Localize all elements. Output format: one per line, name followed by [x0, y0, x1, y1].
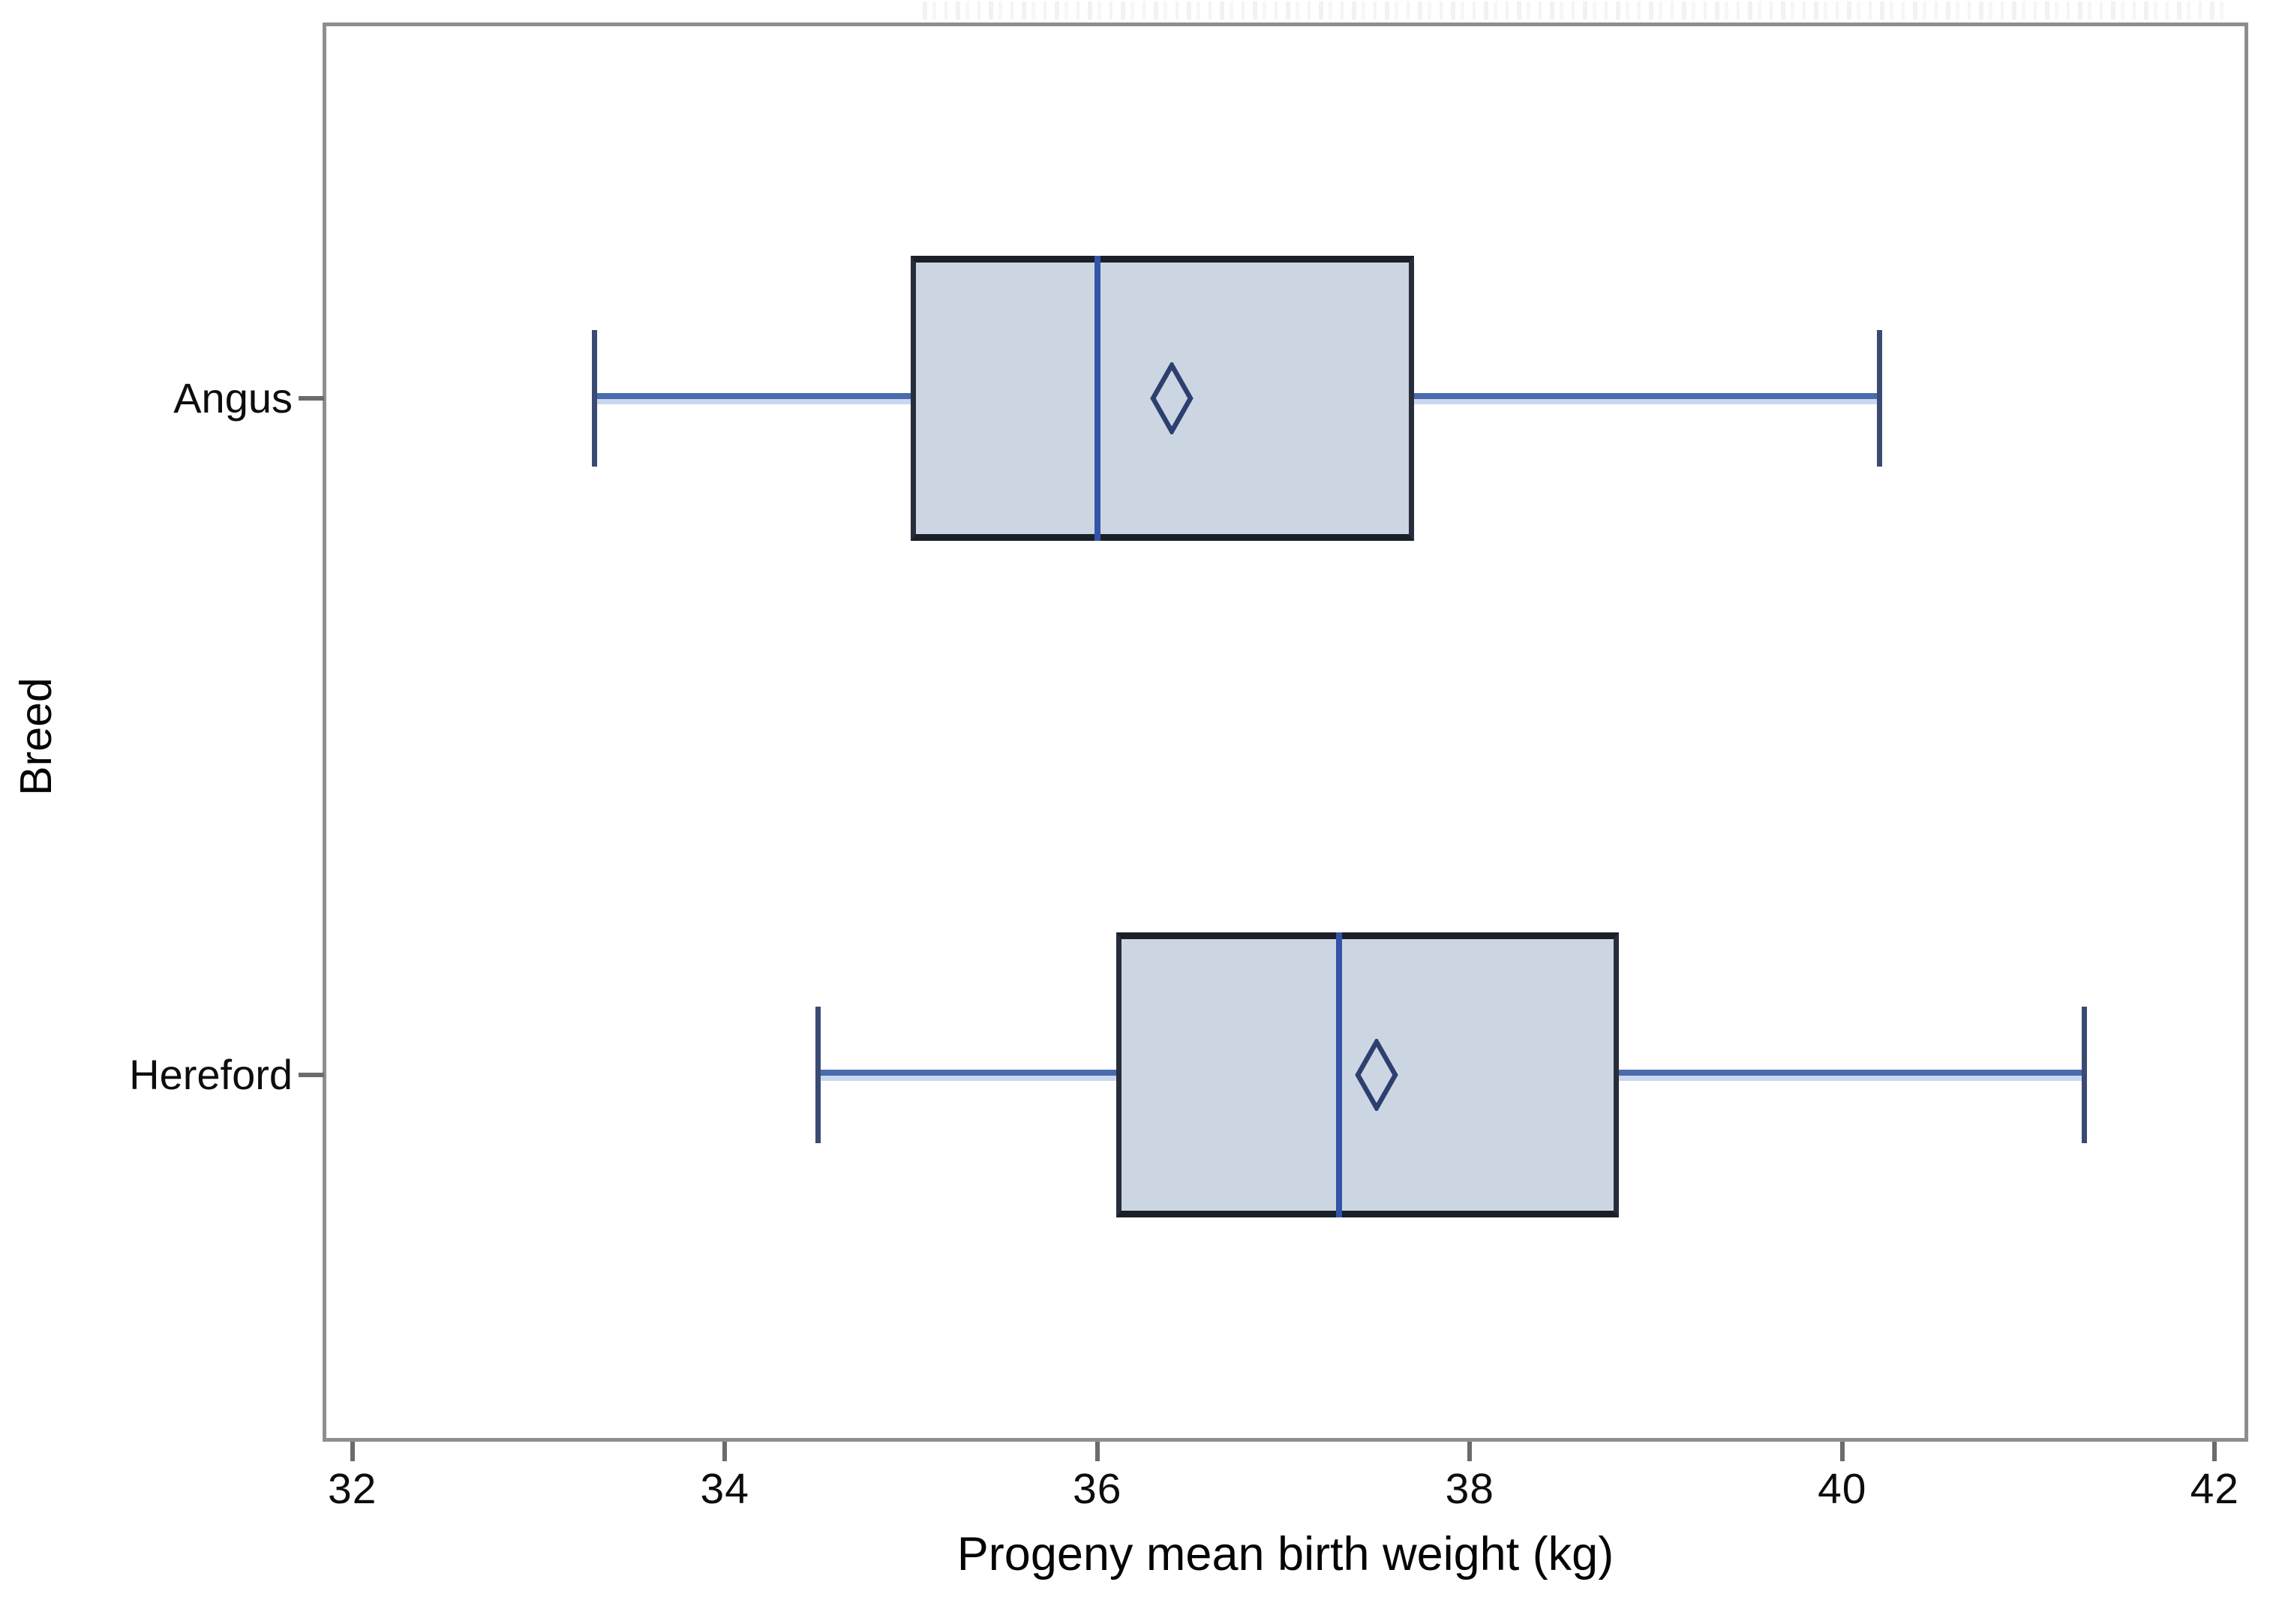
- x-tick-34: [722, 1442, 728, 1461]
- x-tick-label-34: 34: [700, 1465, 749, 1513]
- mean-diamond-icon-hereford: [1355, 1038, 1398, 1111]
- x-tick-label-42: 42: [2190, 1465, 2240, 1513]
- x-tick-label-36: 36: [1073, 1465, 1122, 1513]
- category-label-angus: Angus: [173, 374, 293, 422]
- whisker-cap-high-angus: [1876, 330, 1882, 467]
- x-tick-label-40: 40: [1818, 1465, 1867, 1513]
- x-tick-label-38: 38: [1445, 1465, 1494, 1513]
- x-tick-label-32: 32: [328, 1465, 377, 1513]
- iqr-box-angus: [911, 256, 1414, 541]
- x-tick-42: [2212, 1442, 2217, 1461]
- median-line-angus: [1094, 256, 1100, 541]
- category-label-hereford: Hereford: [129, 1050, 293, 1098]
- x-tick-38: [1467, 1442, 1473, 1461]
- x-tick-40: [1839, 1442, 1845, 1461]
- category-tick-hereford: [299, 1072, 324, 1077]
- y-axis-label: Breed: [11, 677, 61, 796]
- iqr-box-hereford: [1115, 932, 1619, 1217]
- x-axis-label: Progeny mean birth weight (kg): [956, 1528, 1614, 1580]
- median-line-hereford: [1336, 932, 1343, 1217]
- x-tick-36: [1094, 1442, 1100, 1461]
- cropped-title-artifact: [923, 2, 2228, 20]
- plot-area: [323, 23, 2248, 1442]
- whisker-cap-high-hereford: [2082, 1006, 2088, 1143]
- whisker-cap-low-angus: [591, 330, 597, 467]
- x-tick-32: [350, 1442, 355, 1461]
- category-tick-angus: [299, 396, 324, 401]
- mean-diamond-icon-angus: [1150, 362, 1194, 434]
- whisker-cap-low-hereford: [815, 1006, 821, 1143]
